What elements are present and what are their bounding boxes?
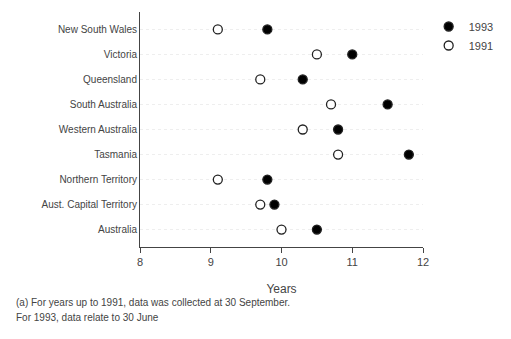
svg-text:Western Australia: Western Australia [59,124,138,135]
svg-text:1991: 1991 [469,40,493,52]
svg-text:Aust. Capital Territory: Aust. Capital Territory [42,199,137,210]
svg-text:Years: Years [266,282,296,296]
svg-text:Tasmania: Tasmania [94,149,137,160]
svg-text:(a) For years up to 1991, data: (a) For years up to 1991, data was colle… [16,297,290,308]
svg-text:Australia: Australia [98,224,137,235]
svg-text:10: 10 [275,256,287,268]
svg-text:12: 12 [417,256,429,268]
svg-text:11: 11 [347,256,358,268]
svg-text:8: 8 [137,256,143,268]
svg-text:South Australia: South Australia [70,99,138,110]
svg-text:Victoria: Victoria [104,49,138,60]
svg-text:Northern Territory: Northern Territory [59,174,137,185]
svg-text:Queensland: Queensland [83,74,137,85]
svg-text:For 1993, data relate to 30 Ju: For 1993, data relate to 30 June [16,312,159,323]
svg-text:New South Wales: New South Wales [58,24,137,35]
svg-text:1993: 1993 [469,21,493,33]
svg-text:9: 9 [208,256,214,268]
